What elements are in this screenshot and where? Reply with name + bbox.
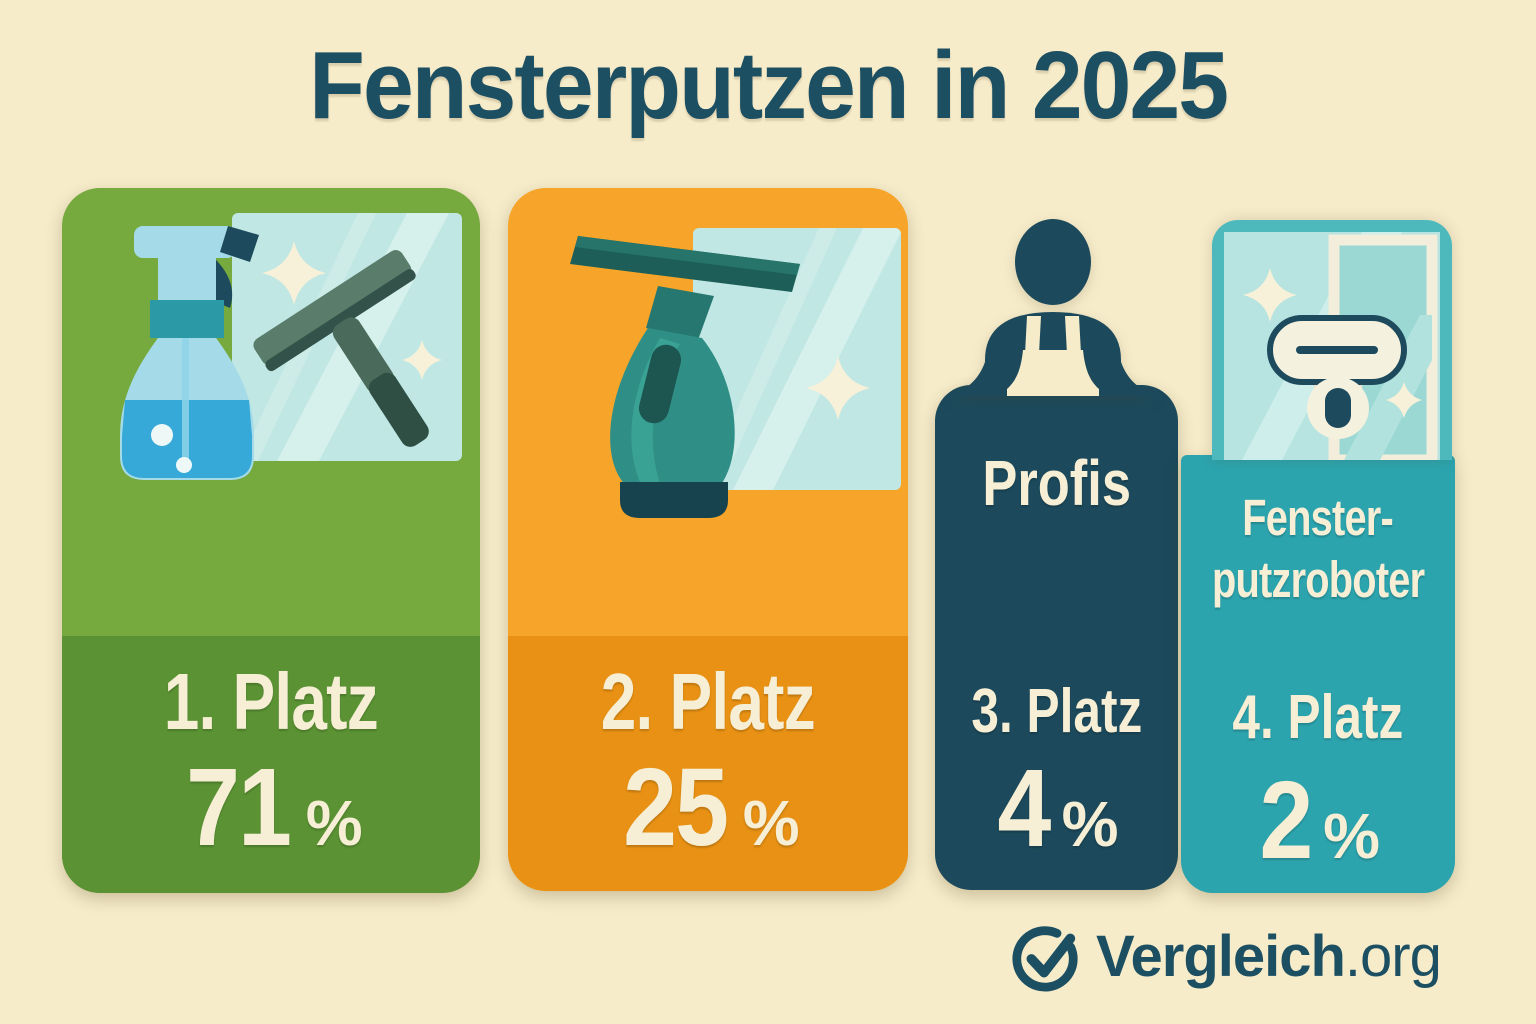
sparkle-icon — [402, 340, 442, 380]
rank-label: 2. Platz — [600, 657, 816, 746]
sparkle-icon — [262, 241, 326, 305]
rank-label: 4. Platz — [1232, 683, 1404, 752]
vacuum-body — [570, 236, 800, 518]
category-label: Fenster- putzroboter — [1211, 489, 1425, 608]
percentage-value: 4% — [998, 747, 1119, 870]
page-title: Fensterputzen in 2025 — [309, 32, 1229, 139]
sparkle-icon — [806, 356, 870, 420]
rank-label: 1. Platz — [163, 657, 379, 746]
professional-cleaner-icon — [945, 219, 1161, 396]
rank-label: 3. Platz — [971, 677, 1142, 746]
window-cleaning-robot-icon — [1212, 220, 1452, 460]
robot-body — [1267, 315, 1407, 439]
spray-bottle-icon — [120, 226, 259, 480]
card-profis: Profis 3. Platz 4% — [935, 385, 1178, 890]
percentage-value: 71% — [186, 746, 363, 869]
category-label: Profis — [982, 447, 1131, 519]
percentage-value: 2% — [1259, 759, 1381, 882]
card-fensterputzroboter: Fenster- putzroboter 4. Platz 2% — [1181, 455, 1455, 893]
window-vacuum-icon — [508, 188, 908, 523]
card-lappen-und-abzieher: Lappen und Abzieher 1. Platz 71% — [62, 188, 480, 893]
sparkle-icon — [1386, 382, 1422, 418]
brand-name: Vergleich.org — [1096, 924, 1442, 989]
percentage-value: 25% — [623, 746, 800, 869]
squeegee-icon — [253, 250, 429, 447]
spray-bottle-and-squeegee-icon — [62, 188, 480, 508]
sparkle-icon — [1243, 268, 1297, 322]
apron — [1007, 316, 1099, 396]
check-circle-icon — [1012, 926, 1078, 992]
card-elektrischer-fenstersauger: Elektrischer Fenstersauger 2. Platz 25% — [508, 188, 908, 891]
brand-logo: Vergleich.org — [1008, 920, 1442, 994]
